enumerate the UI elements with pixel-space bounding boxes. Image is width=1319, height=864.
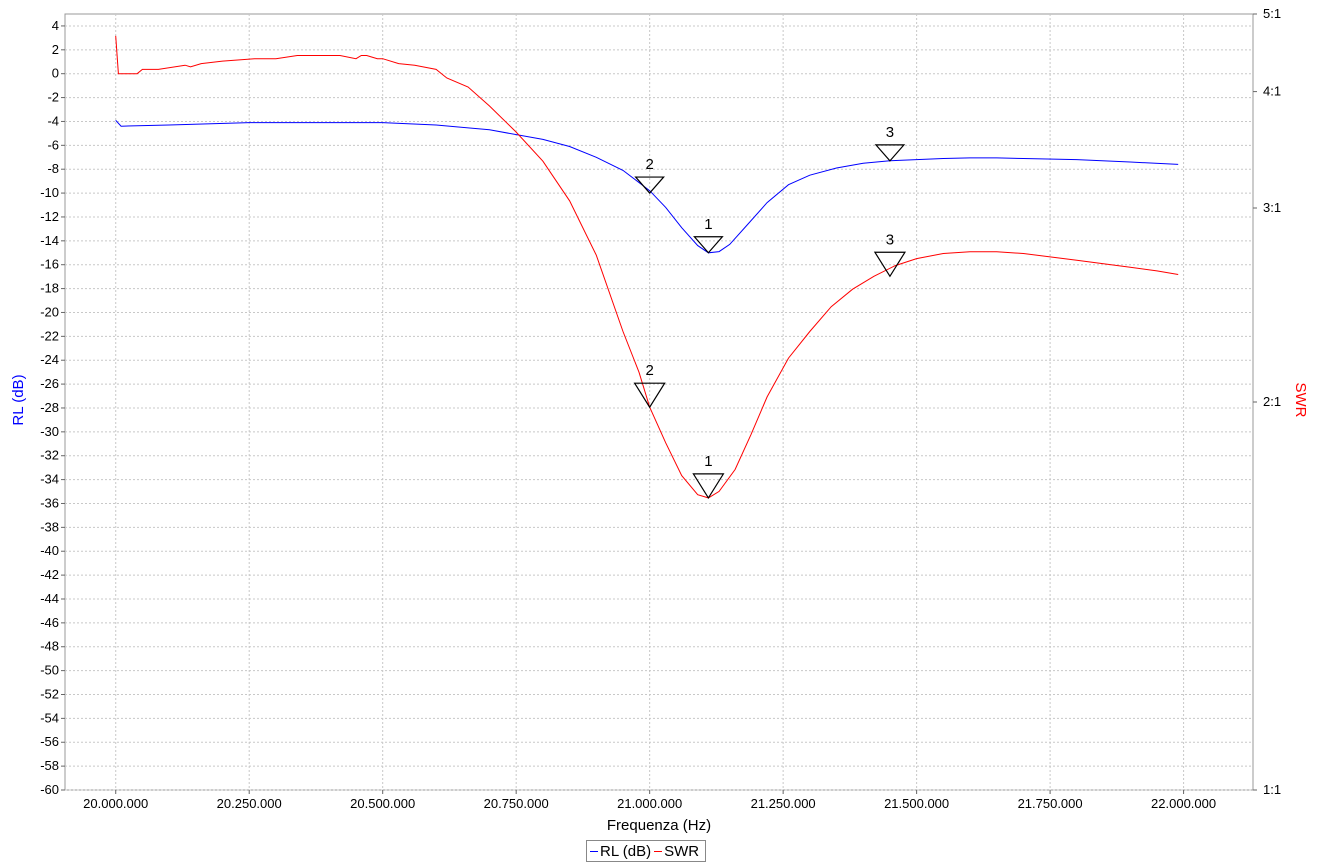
y-left-tick-label: -24 [40,352,59,367]
y-left-tick-label: -4 [47,113,59,128]
y-left-tick-label: -56 [40,734,59,749]
y-left-tick-label: -36 [40,495,59,510]
y-right-tick-label: 5:1 [1263,6,1281,21]
y-left-tick-label: -28 [40,400,59,415]
legend: RL (dB) SWR [586,840,707,862]
series-line-rl-db [115,119,1179,254]
series-line-swr [115,35,1179,499]
y-left-tick-label: -38 [40,519,59,534]
y-left-axis-title: RL (dB) [10,374,27,425]
marker-label: 3 [886,231,894,248]
series-layer [115,35,1179,499]
y-right-axis-title: SWR [1292,383,1309,418]
x-axis-ticks: 20.000.000 20.250.000 20.500.000 20.750.000… [83,790,1216,811]
y-left-tick-label: 4 [52,18,59,33]
x-tick-label: 20.750.000 [484,796,549,811]
y-right-tick-label: 4:1 [1263,84,1281,99]
y-left-tick-label: 0 [52,66,59,81]
y-right-tick-label: 2:1 [1263,394,1281,409]
legend-swatch-swr [654,850,663,852]
y-left-tick-label: -60 [40,782,59,797]
marker-triangle [873,251,907,278]
y-left-tick-label: -2 [47,90,59,105]
x-tick-label: 20.250.000 [217,796,282,811]
marker-triangle [633,382,666,409]
x-tick-label: 20.000.000 [83,796,148,811]
y-left-tick-label: -52 [40,686,59,701]
y-right-tick-label: 1:1 [1263,782,1281,797]
y-left-tick-label: -18 [40,281,59,296]
y-left-tick-label: -42 [40,567,59,582]
right-axis-ticks: 5:1 4:1 3:1 2:1 1:1 [1253,6,1281,797]
y-left-tick-label: -32 [40,448,59,463]
marker-triangle [693,236,724,254]
y-left-tick-label: -26 [40,376,59,391]
y-left-tick-label: -54 [40,710,59,725]
marker-label: 1 [704,453,712,470]
legend-item-swr: SWR [654,843,699,860]
y-left-tick-label: 2 [52,42,59,57]
y-left-tick-label: -6 [47,137,59,152]
legend-label-swr: SWR [664,842,700,860]
y-left-tick-label: -58 [40,758,59,773]
y-left-tick-label: -44 [40,591,59,606]
y-left-tick-label: -12 [40,209,59,224]
legend-swatch-rl [590,850,598,852]
marker-triangle [634,176,665,194]
x-tick-label: 22.000.000 [1151,796,1216,811]
y-left-tick-label: -48 [40,639,59,654]
marker-triangle [874,144,906,162]
marker-triangle [692,473,725,500]
marker-label: 3 [886,124,894,141]
x-axis-title: Frequenza (Hz) [607,817,711,834]
x-tick-label: 21.750.000 [1018,796,1083,811]
marker-label: 2 [645,156,653,173]
marker-layer: 1 2 3 1 2 3 [633,124,907,500]
grid [65,14,1253,791]
y-left-tick-label: -20 [40,304,59,319]
x-tick-label: 21.250.000 [751,796,816,811]
y-left-tick-label: -34 [40,472,59,487]
y-left-tick-label: -16 [40,257,59,272]
y-left-tick-label: -50 [40,663,59,678]
x-tick-label: 21.500.000 [884,796,949,811]
marker-label: 1 [704,216,712,233]
y-left-tick-label: -30 [40,424,59,439]
plot-area [64,13,1254,791]
legend-label-rl: RL (dB) [600,842,652,860]
y-left-tick-label: -46 [40,615,59,630]
y-left-tick-label: -10 [40,185,59,200]
y-left-tick-label: -14 [40,233,59,248]
left-axis-ticks: 4 2 0 -2 -4 -6 -8 -10 -12 -14 -16 -18 -20 -22 -24 -26 -2… [40,18,65,797]
x-tick-label: 20.500.000 [350,796,415,811]
y-left-tick-label: -40 [40,543,59,558]
y-left-tick-label: -8 [47,161,59,176]
x-tick-label: 21.000.000 [617,796,682,811]
y-left-tick-label: -22 [40,328,59,343]
y-right-tick-label: 3:1 [1263,200,1281,215]
legend-item-rl: RL (dB) [590,843,651,860]
marker-label: 2 [645,362,653,379]
